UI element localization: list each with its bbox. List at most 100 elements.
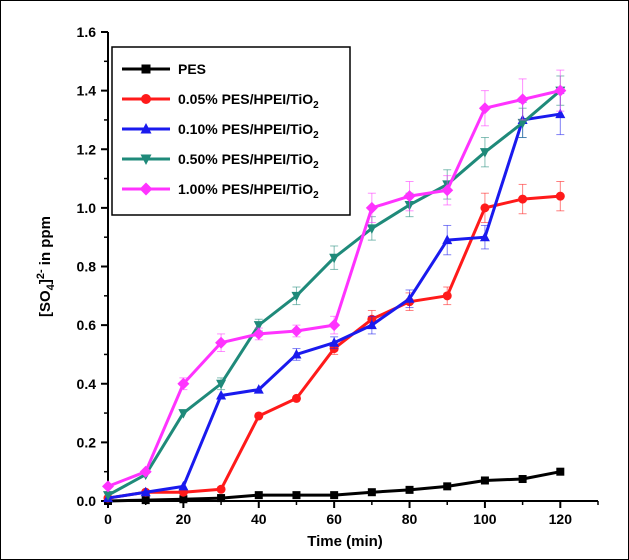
data-point	[443, 482, 452, 491]
data-point	[404, 293, 415, 303]
data-point	[178, 480, 189, 491]
data-point	[442, 234, 453, 245]
x-tick-label: 40	[251, 511, 267, 527]
y-tick-label: 1.2	[77, 141, 97, 157]
legend-label: 1.00% PES/HPEI/TiO2	[178, 181, 319, 201]
data-point	[480, 476, 489, 485]
legend-marker	[141, 94, 151, 104]
data-point	[479, 231, 490, 242]
y-axis-title: [SO4]2- in ppm	[35, 216, 57, 317]
data-point	[555, 191, 565, 201]
data-point	[365, 201, 378, 214]
y-tick-label: 1.0	[77, 200, 97, 216]
data-point	[178, 409, 189, 419]
data-point	[216, 484, 226, 494]
legend-label-text: PES	[178, 61, 206, 77]
legend-item: PES	[122, 61, 206, 77]
data-point	[329, 253, 340, 264]
x-tick-label: 120	[549, 511, 573, 527]
data-point	[216, 379, 227, 390]
data-point	[329, 337, 340, 347]
data-point	[441, 184, 454, 197]
data-point	[139, 465, 152, 478]
legend-label: 0.10% PES/HPEI/TiO2	[178, 121, 319, 141]
data-point	[291, 291, 302, 302]
data-point	[254, 411, 264, 421]
series-5	[102, 69, 567, 493]
legend-marker	[140, 123, 152, 134]
data-point	[254, 491, 263, 500]
data-point	[328, 319, 341, 332]
y-tick-label: 0.2	[77, 434, 97, 450]
y-tick-label: 1.4	[77, 83, 97, 99]
data-point	[518, 194, 528, 204]
legend-label-subscript: 2	[313, 100, 319, 111]
legend: PES 0.05% PES/HPEI/TiO2 0.10% PES/HPEI/TiO…	[111, 46, 351, 216]
y-tick-label: 0.4	[77, 376, 97, 392]
legend-label-subscript: 2	[313, 160, 319, 171]
data-point	[216, 389, 227, 400]
data-point	[366, 319, 377, 330]
legend-label: 0.05% PES/HPEI/TiO2	[178, 91, 319, 111]
data-point	[405, 485, 414, 494]
data-point	[215, 336, 228, 349]
legend-item: 1.00% PES/HPEI/TiO2	[122, 181, 319, 201]
data-point	[517, 118, 528, 129]
legend-label-text: 0.50% PES/HPEI/TiO	[178, 151, 313, 167]
data-point	[141, 496, 150, 505]
y-axis-title-unit: in ppm	[37, 216, 54, 269]
legend-label: PES	[178, 61, 206, 77]
legend-label-text: 0.10% PES/HPEI/TiO	[178, 121, 313, 137]
x-tick-label: 20	[176, 511, 192, 527]
data-point	[554, 84, 567, 97]
x-tick-label: 100	[473, 511, 497, 527]
legend-marker	[141, 64, 151, 74]
data-point	[252, 327, 265, 340]
data-point	[253, 384, 264, 394]
y-tick-label: 0.0	[77, 493, 97, 509]
data-point	[479, 148, 490, 158]
data-point	[292, 491, 301, 500]
data-point	[330, 491, 339, 500]
y-tick-label: 0.8	[77, 259, 97, 275]
y-axis-title-main: [SO	[37, 290, 54, 317]
legend-item: 0.10% PES/HPEI/TiO2	[122, 121, 319, 141]
data-point	[102, 480, 114, 493]
legend-item: 0.50% PES/HPEI/TiO2	[122, 151, 319, 171]
legend-label-text: 1.00% PES/HPEI/TiO	[178, 181, 313, 197]
data-point	[177, 377, 190, 390]
data-point	[555, 108, 566, 119]
data-point	[103, 491, 113, 501]
x-tick-label: 80	[402, 511, 418, 527]
x-tick-label: 60	[326, 511, 342, 527]
data-point	[290, 324, 303, 337]
data-point	[516, 93, 529, 106]
data-point	[367, 488, 376, 497]
data-point	[217, 494, 226, 503]
y-axis-title-subscript: 4	[45, 283, 57, 290]
data-point	[442, 291, 452, 301]
legend-item: 0.05% PES/HPEI/TiO2	[122, 91, 319, 111]
data-point	[179, 495, 188, 504]
legend-label-subscript: 2	[313, 130, 319, 141]
data-point	[140, 486, 151, 497]
data-point	[403, 190, 416, 203]
data-point	[291, 393, 301, 403]
x-axis-title: Time (min)	[307, 533, 383, 550]
y-tick-label: 0.6	[77, 317, 97, 333]
data-point	[253, 321, 264, 331]
legend-label: 0.50% PES/HPEI/TiO2	[178, 151, 319, 171]
y-axis-title-superscript: 2-	[35, 269, 47, 279]
legend-label-subscript: 2	[313, 190, 319, 201]
y-tick-label: 1.6	[77, 24, 97, 40]
data-point	[291, 348, 302, 359]
legend-marker	[139, 182, 153, 196]
data-point	[518, 475, 527, 484]
data-point	[556, 467, 565, 476]
y-axis-title-bracket: ]	[37, 279, 54, 284]
x-tick-label: 0	[104, 511, 112, 527]
legend-marker	[140, 154, 152, 165]
data-point	[366, 224, 377, 234]
